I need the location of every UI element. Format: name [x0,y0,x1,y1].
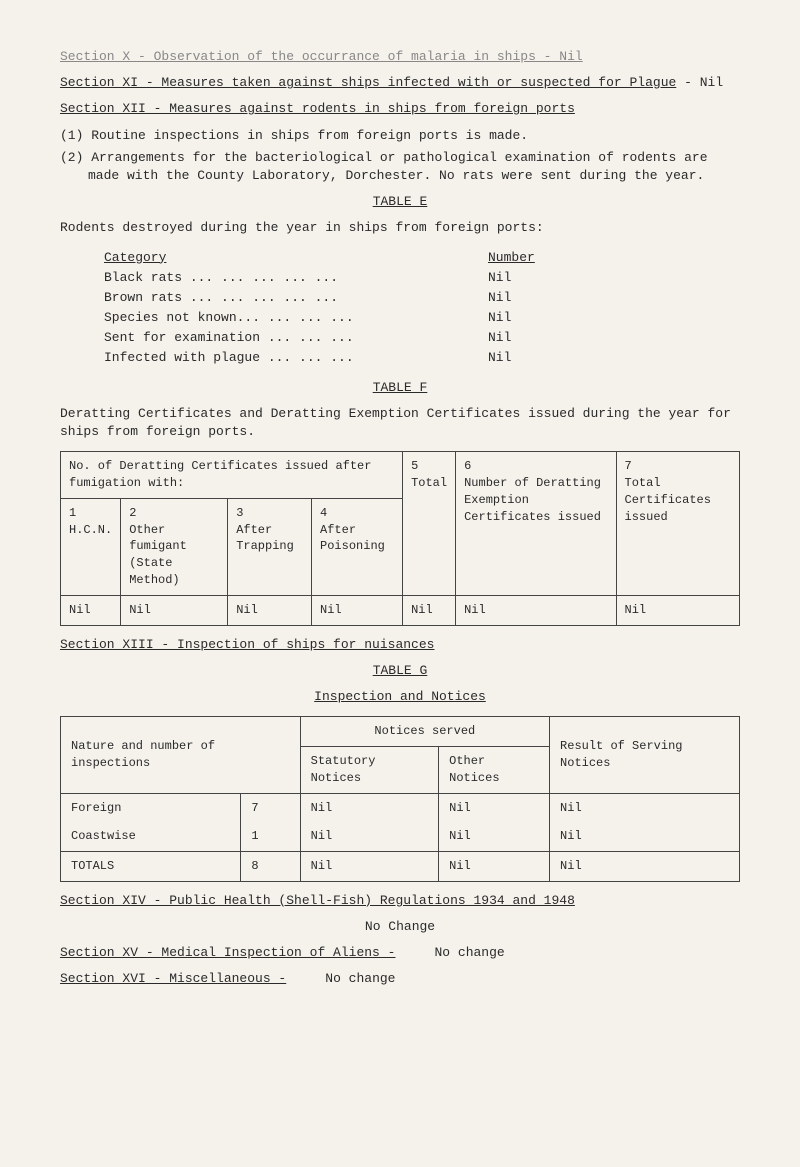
notices-cell: Nil [550,822,740,851]
notices-h-nature: Nature and number of inspections [61,717,301,793]
col6-label: Number of Deratting Exemption Certificat… [464,475,607,525]
notices-cell: Foreign [61,793,241,822]
notices-cell: Nil [439,822,550,851]
section-xii-title: Section XII - Measures against rodents i… [60,100,740,118]
col2-label: Other fumigant (State Method) [129,522,219,589]
col4-num: 4 [320,505,394,522]
notices-table: Nature and number of inspections Notices… [60,716,740,882]
cat-val: Nil [484,268,740,288]
cat-header-left: Category [100,248,484,268]
notices-cell: Nil [300,822,438,851]
section-xv-val: No change [434,945,504,960]
cat-val: Nil [484,288,740,308]
col6-num: 6 [464,458,607,475]
notices-cell: 7 [241,793,300,822]
section-xi-title: Section XI - Measures taken against ship… [60,75,676,90]
cat-val: Nil [484,328,740,348]
notices-total-n: 8 [241,852,300,882]
section-xiv-sub: No Change [60,918,740,936]
deratting-val: Nil [616,595,739,625]
col3-num: 3 [236,505,303,522]
col2-num: 2 [129,505,219,522]
notices-h-other: Other Notices [439,746,550,793]
col1-num: 1 [69,505,112,522]
section-xi-value: - Nil [684,75,723,90]
notices-total-r: Nil [550,852,740,882]
deratting-val: Nil [312,595,403,625]
notices-total-s: Nil [300,852,438,882]
cat-header-right: Number [484,248,740,268]
deratting-val: Nil [121,595,228,625]
table-f-caption: Deratting Certificates and Deratting Exe… [60,405,740,441]
table-f-title: TABLE F [373,379,428,397]
section-xvi-val: No change [325,971,395,986]
cat-val: Nil [484,308,740,328]
notices-cell: 1 [241,822,300,851]
deratting-header-span: No. of Deratting Certificates issued aft… [61,452,403,499]
section-xiv-title: Section XIV - Public Health (Shell-Fish)… [60,893,575,908]
cat-label: Black rats ... ... ... ... ... [100,268,484,288]
section-xiii-title: Section XIII - Inspection of ships for n… [60,636,740,654]
deratting-table: No. of Deratting Certificates issued aft… [60,451,740,625]
notices-total-label: TOTALS [61,852,241,882]
table-e-caption: Rodents destroyed during the year in shi… [60,219,740,237]
table-g-sub: Inspection and Notices [314,688,486,706]
col1-label: H.C.N. [69,522,112,539]
item-2: (2) Arrangements for the bacteriological… [60,149,740,185]
notices-h-result: Result of Serving Notices [550,717,740,793]
deratting-val: Nil [61,595,121,625]
notices-h-served: Notices served [300,717,549,747]
cat-label: Brown rats ... ... ... ... ... [100,288,484,308]
cat-label: Sent for examination ... ... ... [100,328,484,348]
notices-cell: Nil [300,793,438,822]
col7-label: Total Certificates issued [625,475,731,525]
cat-label: Species not known... ... ... ... [100,308,484,328]
table-e-title: TABLE E [373,193,428,211]
section-xvi-title: Section XVI - Miscellaneous - [60,971,286,986]
col5-num: 5 [411,458,447,475]
notices-cell: Nil [550,793,740,822]
section-xi: Section XI - Measures taken against ship… [60,74,740,92]
col7-num: 7 [625,458,731,475]
notices-total-o: Nil [439,852,550,882]
col3-label: After Trapping [236,522,303,556]
col4-label: After Poisoning [320,522,394,556]
deratting-val: Nil [456,595,616,625]
deratting-val: Nil [228,595,312,625]
section-xv-title: Section XV - Medical Inspection of Alien… [60,945,395,960]
cat-val: Nil [484,348,740,368]
section-x-header: Section X - Observation of the occurranc… [60,48,740,66]
notices-cell: Nil [439,793,550,822]
notices-h-stat: Statutory Notices [300,746,438,793]
cat-label: Infected with plague ... ... ... [100,348,484,368]
deratting-val: Nil [403,595,456,625]
notices-cell: Coastwise [61,822,241,851]
table-g-title: TABLE G [373,662,428,680]
item-1: (1) Routine inspections in ships from fo… [60,127,740,145]
col5-label: Total [411,475,447,492]
category-table: Category Number Black rats ... ... ... .… [100,248,740,369]
